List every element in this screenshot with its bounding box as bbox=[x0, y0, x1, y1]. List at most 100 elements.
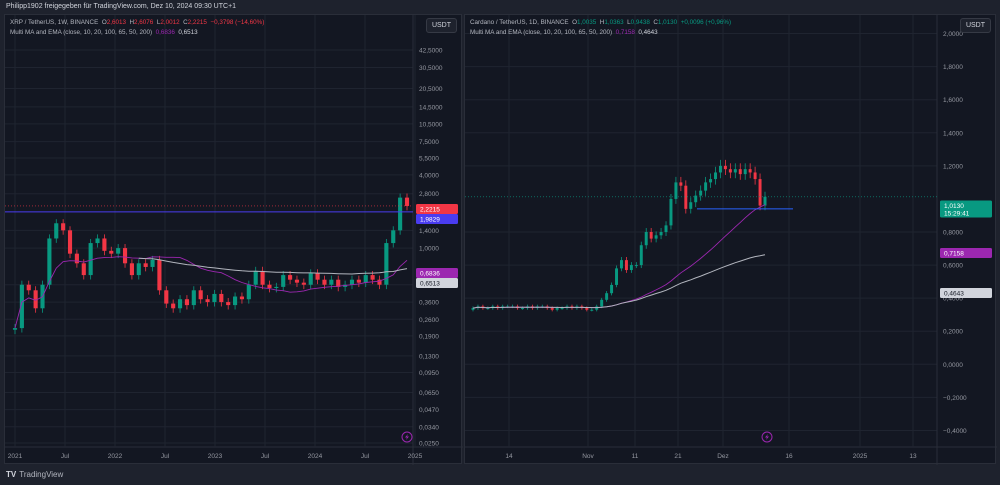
x-tick-label: 2021 bbox=[8, 453, 23, 460]
price-label bbox=[416, 268, 458, 278]
svg-text:1,9829: 1,9829 bbox=[420, 217, 440, 224]
ada-indicator-value2: 0,4643 bbox=[638, 29, 658, 36]
lightning-icon bbox=[761, 431, 773, 443]
tradingview-logo-icon: TV bbox=[6, 470, 17, 479]
ada-indicator-label[interactable]: Multi MA and EMA (close, 10, 20, 100, 65… bbox=[470, 29, 613, 36]
xrp-high: 2,6076 bbox=[134, 19, 154, 26]
svg-text:2,2215: 2,2215 bbox=[420, 207, 440, 214]
x-tick-label: 13 bbox=[909, 453, 917, 460]
y-tick-label: 0,6000 bbox=[943, 263, 963, 270]
y-tick-label: 2,8000 bbox=[419, 191, 439, 198]
x-tick-label: Jul bbox=[261, 453, 270, 460]
svg-text:15:29:41: 15:29:41 bbox=[944, 211, 970, 218]
y-tick-label: 0,8000 bbox=[943, 230, 963, 237]
x-tick-label: Jul bbox=[61, 453, 70, 460]
xrp-indicator-value1: 0,6836 bbox=[155, 29, 175, 36]
x-tick-label: 2024 bbox=[308, 453, 323, 460]
xrp-currency-button[interactable]: USDT bbox=[425, 18, 457, 33]
price-label bbox=[416, 278, 458, 288]
ada-indicator-line: Multi MA and EMA (close, 10, 20, 100, 65… bbox=[470, 28, 731, 38]
tradingview-logo[interactable]: TV TradingView bbox=[6, 470, 63, 479]
x-tick-label: 2022 bbox=[108, 453, 123, 460]
y-tick-label: 0,0470 bbox=[419, 407, 439, 414]
xrp-candlestick-chart[interactable]: 42,5000 30,5000 20,5000 14,5000 10,5000 7,500… bbox=[5, 15, 463, 465]
y-tick-label: 1,4000 bbox=[943, 130, 963, 137]
svg-text:0,6836: 0,6836 bbox=[420, 271, 440, 278]
xrp-change: −0,3798 (−14,60%) bbox=[210, 19, 265, 26]
y-tick-label: 1,8000 bbox=[943, 64, 963, 71]
y-tick-label: 0,2000 bbox=[943, 329, 963, 336]
svg-text:0,6513: 0,6513 bbox=[420, 281, 440, 288]
x-tick-label: 2023 bbox=[208, 453, 223, 460]
xrp-open: 2,6013 bbox=[106, 19, 126, 26]
ada-close: 1,0130 bbox=[657, 19, 678, 26]
ada-indicator-value1: 0,7158 bbox=[615, 29, 635, 36]
xrp-ohlc-line: XRP / TetherUS, 1W, BINANCE O2,6013 H2,6… bbox=[10, 19, 265, 26]
price-label bbox=[940, 288, 992, 298]
ma-white-line bbox=[138, 257, 408, 275]
y-tick-label: 10,5000 bbox=[419, 121, 443, 128]
ada-symbol-title[interactable]: Cardano / TetherUS, 1D, BINANCE bbox=[470, 19, 569, 26]
xrp-chart-panel[interactable]: XRP / TetherUS, 1W, BINANCE O2,6013 H2,6… bbox=[4, 14, 463, 465]
y-tick-label: 0,1300 bbox=[419, 353, 439, 360]
y-tick-label: 0,0250 bbox=[419, 441, 439, 448]
ma-purple-line bbox=[14, 256, 408, 329]
ada-currency-button[interactable]: USDT bbox=[959, 18, 991, 33]
xrp-indicator-label[interactable]: Multi MA and EMA (close, 10, 20, 100, 65… bbox=[10, 29, 153, 36]
x-tick-label: 2025 bbox=[408, 453, 423, 460]
x-tick-label: 11 bbox=[632, 453, 639, 460]
y-tick-label: 20,5000 bbox=[419, 86, 443, 93]
svg-text:0,7158: 0,7158 bbox=[944, 251, 964, 258]
y-tick-label: 5,5000 bbox=[419, 156, 439, 163]
ada-candlestick-chart[interactable]: 2,0000 1,8000 1,6000 1,4000 1,2000 0,8000 0,60… bbox=[465, 15, 997, 465]
y-tick-label: 2,0000 bbox=[943, 31, 963, 38]
y-tick-label: 0,3600 bbox=[419, 300, 439, 307]
xrp-legend: XRP / TetherUS, 1W, BINANCE O2,6013 H2,6… bbox=[10, 18, 264, 38]
ma-white-line bbox=[472, 254, 766, 309]
xrp-indicator-value2: 0,6513 bbox=[178, 29, 198, 36]
y-tick-label: 30,5000 bbox=[419, 65, 443, 72]
y-tick-label: 1,0000 bbox=[419, 246, 439, 253]
ada-open: 1,0035 bbox=[576, 19, 597, 26]
y-tick-label: 0,1900 bbox=[419, 333, 439, 340]
x-tick-label: Dez bbox=[717, 453, 729, 460]
price-label bbox=[940, 200, 992, 218]
xrp-symbol-title[interactable]: XRP / TetherUS, 1W, BINANCE bbox=[10, 19, 99, 26]
ada-change: +0,0096 (+0,96%) bbox=[680, 19, 732, 26]
x-tick-label: 14 bbox=[505, 453, 513, 460]
lightning-icon bbox=[401, 431, 413, 443]
price-label bbox=[940, 248, 992, 258]
y-tick-label: −0,4000 bbox=[943, 428, 967, 435]
price-label bbox=[416, 214, 458, 224]
x-tick-label: Nov bbox=[582, 453, 594, 460]
y-tick-label: 0,0650 bbox=[419, 390, 439, 397]
ada-chart-panel[interactable]: Cardano / TetherUS, 1D, BINANCE O1,0035 … bbox=[464, 14, 997, 465]
x-tick-label: Jul bbox=[161, 453, 170, 460]
y-tick-label: 0,4000 bbox=[943, 296, 963, 303]
y-tick-label: 0,0340 bbox=[419, 424, 439, 431]
ada-high: 1,0363 bbox=[604, 19, 624, 26]
y-tick-label: 0,0950 bbox=[419, 370, 439, 377]
tradingview-brand: TradingView bbox=[19, 470, 64, 479]
y-tick-label: −0,2000 bbox=[943, 395, 967, 402]
y-tick-label: 7,5000 bbox=[419, 139, 439, 146]
svg-text:1,0130: 1,0130 bbox=[944, 203, 964, 210]
xrp-close: 2,2215 bbox=[187, 19, 207, 26]
y-tick-label: 1,4000 bbox=[419, 228, 439, 235]
ma-purple-line bbox=[472, 204, 766, 309]
svg-text:0,4643: 0,4643 bbox=[944, 291, 964, 298]
xrp-indicator-line: Multi MA and EMA (close, 10, 20, 100, 65… bbox=[10, 28, 264, 38]
share-header: Philipp1902 freigegeben für TradingView.… bbox=[6, 3, 237, 10]
x-tick-label: 21 bbox=[674, 453, 682, 460]
y-tick-label: 0,0000 bbox=[943, 362, 963, 369]
xrp-low: 2,0012 bbox=[160, 19, 180, 26]
x-tick-label: 2025 bbox=[853, 453, 868, 460]
ada-legend: Cardano / TetherUS, 1D, BINANCE O1,0035 … bbox=[470, 18, 731, 38]
x-tick-label: 16 bbox=[785, 453, 793, 460]
y-tick-label: 4,0000 bbox=[419, 172, 439, 179]
x-tick-label: Jul bbox=[361, 453, 370, 460]
y-tick-label: 42,5000 bbox=[419, 48, 443, 55]
ada-ohlc-line: Cardano / TetherUS, 1D, BINANCE O1,0035 … bbox=[470, 19, 732, 26]
y-tick-label: 0,2600 bbox=[419, 317, 439, 324]
ada-low: 0,9438 bbox=[630, 19, 650, 26]
